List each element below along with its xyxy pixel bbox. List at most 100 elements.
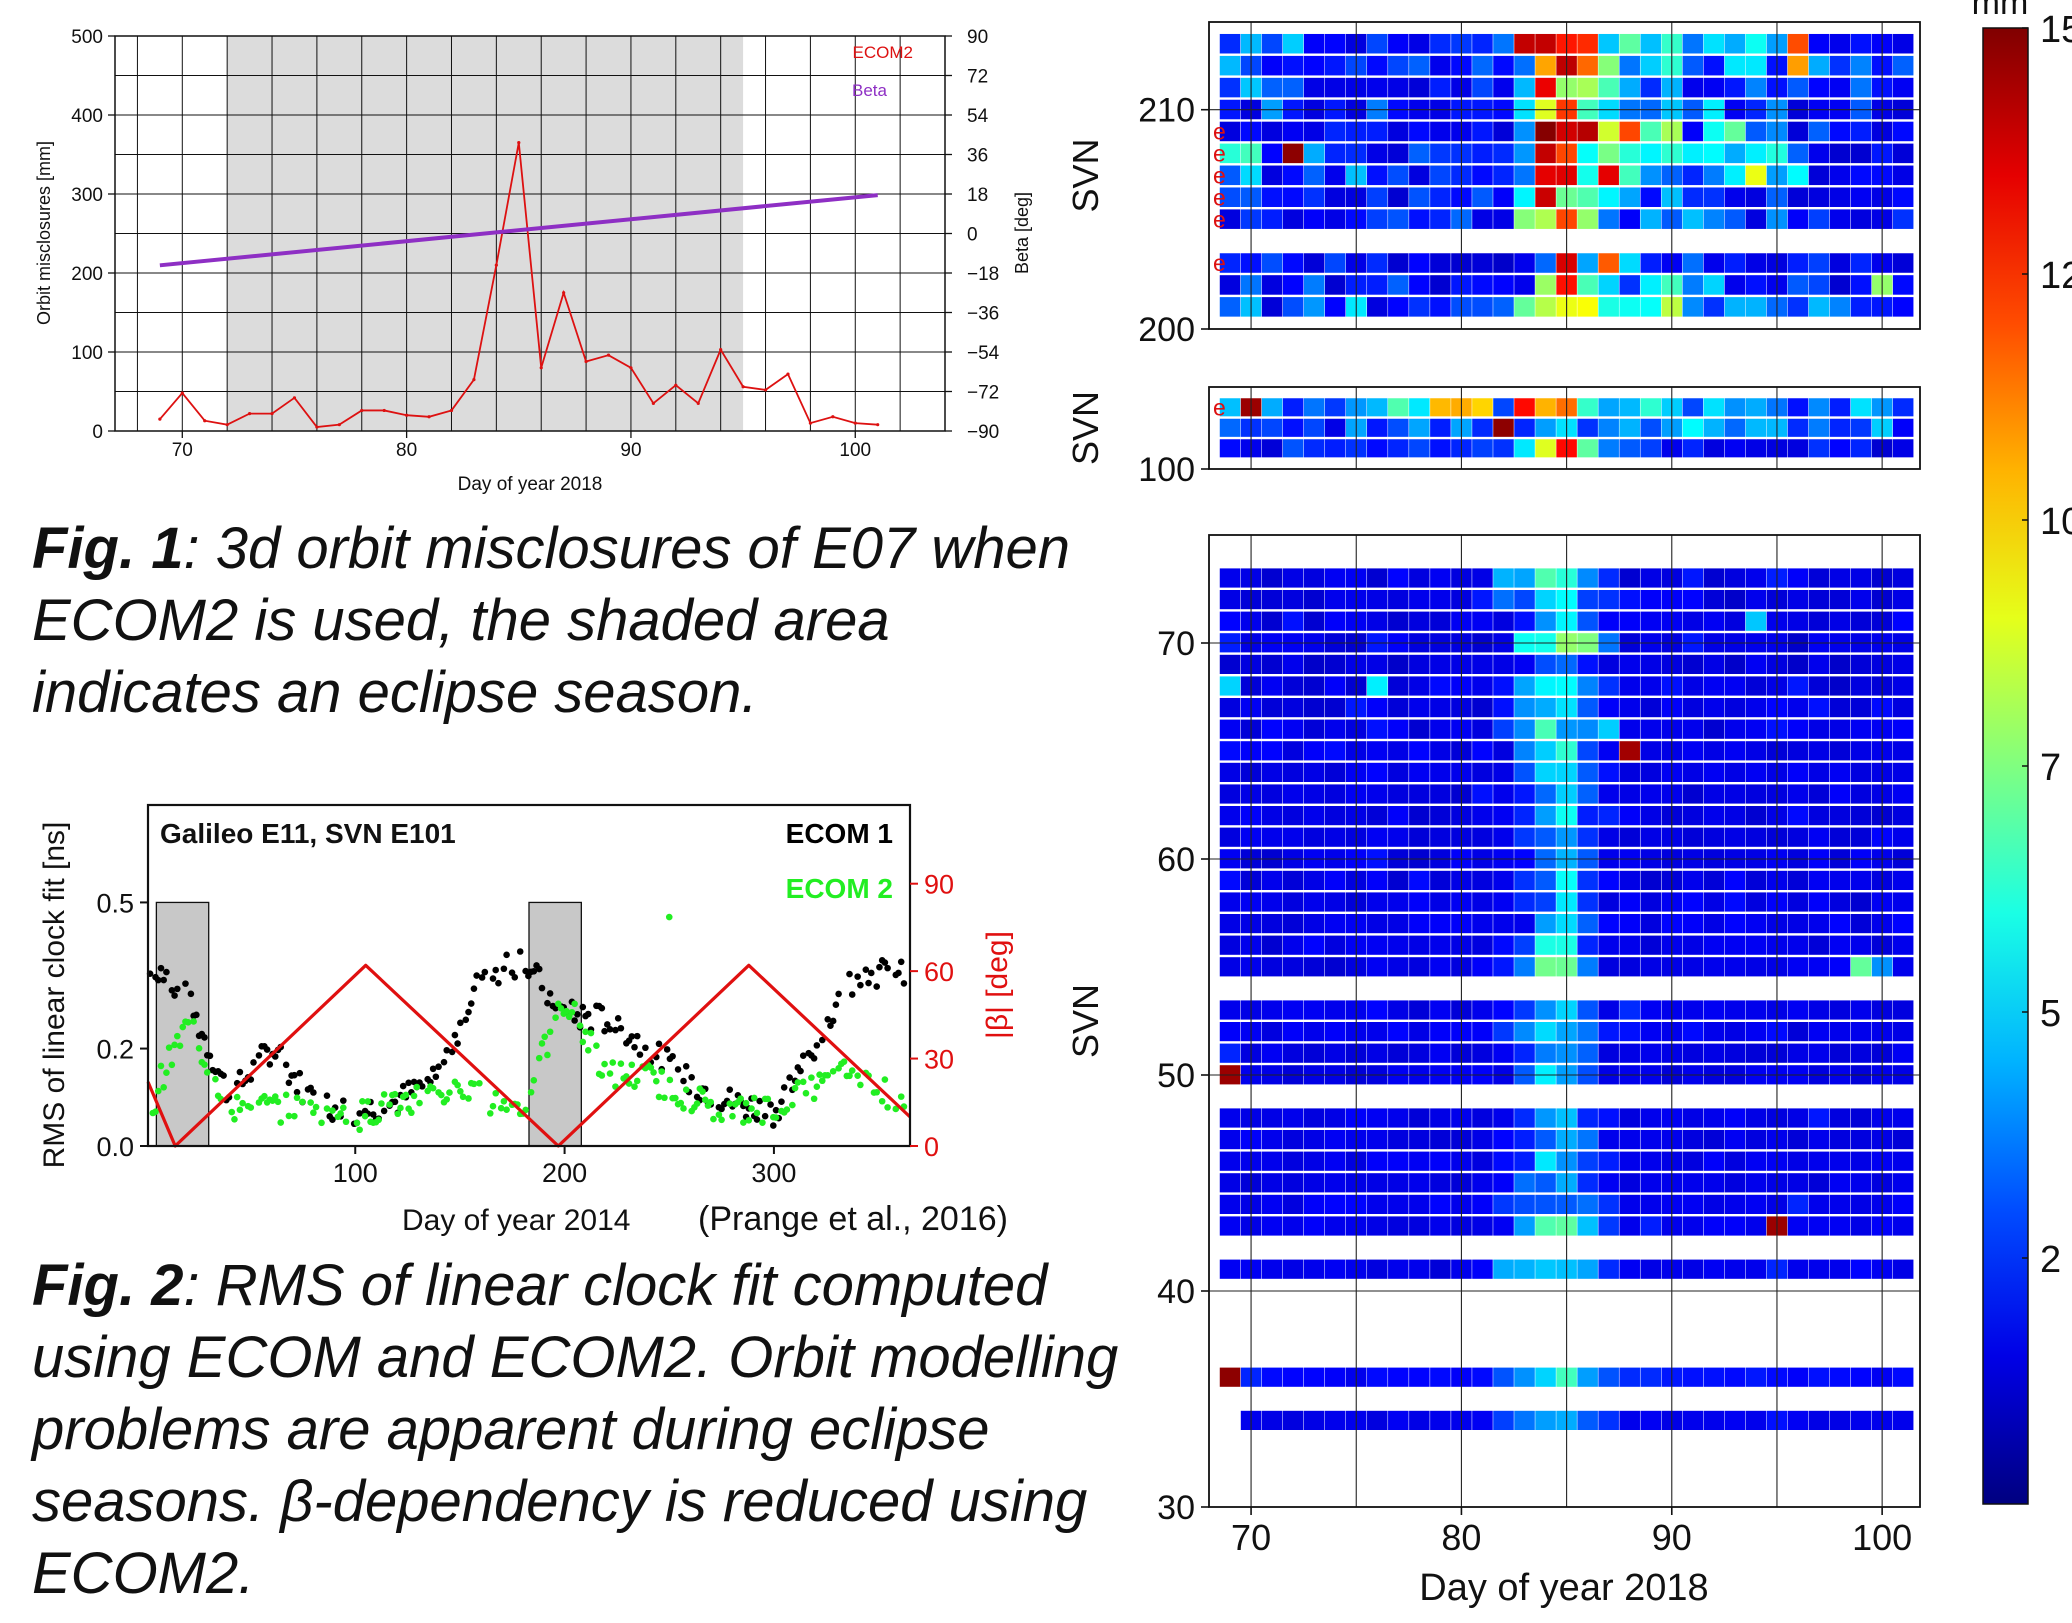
ecom2-point xyxy=(571,1000,578,1008)
heatmap-cell xyxy=(1892,121,1914,142)
heatmap-cell xyxy=(1535,914,1556,934)
heatmap-cell xyxy=(1892,611,1914,631)
heatmap-cell xyxy=(1535,762,1556,782)
heatmap-cell xyxy=(1598,1000,1619,1020)
heatmap-cell xyxy=(1787,827,1809,847)
y-axis-label: Orbit misclosures [mm] xyxy=(34,141,54,325)
heatmap-cell xyxy=(1472,418,1493,437)
heatmap-cell xyxy=(1892,1173,1914,1193)
heatmap-cell xyxy=(1472,209,1493,229)
heatmap-cell xyxy=(1892,784,1914,804)
heatmap-cell xyxy=(1829,143,1851,164)
heatmap-cell xyxy=(1430,568,1451,588)
heatmap-cell xyxy=(1219,762,1241,782)
ecom2-point xyxy=(190,1018,197,1025)
heatmap-cell xyxy=(1829,590,1851,610)
heatmap-cell xyxy=(1808,121,1830,142)
heatmap-cell xyxy=(1324,121,1346,142)
y-tick-label: 30 xyxy=(1157,1489,1195,1527)
heatmap-cell xyxy=(1787,1259,1809,1279)
heatmap-cell xyxy=(1577,590,1598,610)
heatmap-cell xyxy=(1703,297,1725,317)
ecom2-point xyxy=(829,1068,837,1075)
ecom1-point xyxy=(606,1026,614,1033)
heatmap-cell xyxy=(1787,892,1809,912)
heatmap-cell xyxy=(1535,1410,1556,1430)
ecom1-point xyxy=(432,1073,440,1081)
heatmap-cell xyxy=(1808,418,1830,437)
heatmap-cell xyxy=(1535,654,1556,674)
y2-tick-label: −90 xyxy=(967,422,999,443)
ecom2-point xyxy=(786,372,790,376)
heatmap-cell xyxy=(1303,439,1325,458)
heatmap-cell xyxy=(1787,121,1809,142)
heatmap-cell xyxy=(1892,33,1914,54)
heatmap-cell xyxy=(1472,611,1493,631)
heatmap-cell xyxy=(1535,1043,1556,1063)
heatmap-cell xyxy=(1535,209,1556,229)
ecom1-point xyxy=(473,972,480,979)
heatmap-frame xyxy=(1208,21,1921,330)
ecom2-point xyxy=(497,1104,505,1112)
heatmap-cell xyxy=(1850,892,1872,912)
heatmap-cell xyxy=(1430,55,1451,76)
y-tick-label: 100 xyxy=(1138,451,1195,489)
heatmap-cell xyxy=(1577,143,1598,164)
heatmap-cell xyxy=(1703,1216,1725,1236)
ecom1-point xyxy=(786,1074,793,1081)
ecom1-point xyxy=(516,948,524,955)
ecom1-point xyxy=(535,965,543,973)
heatmap-cell xyxy=(1430,611,1451,631)
heatmap-cell xyxy=(1619,784,1640,804)
y2-tick-label: 0 xyxy=(924,1132,939,1162)
heatmap-cell xyxy=(1535,1194,1556,1214)
heatmap-cell xyxy=(1787,1130,1809,1150)
heatmap-cell xyxy=(1367,1194,1388,1214)
ecom1-point xyxy=(443,1046,451,1054)
heatmap-cell xyxy=(1430,935,1451,955)
ecom2-point xyxy=(897,1093,905,1100)
ecom1-point xyxy=(824,1015,832,1023)
heatmap-cell xyxy=(1514,275,1535,295)
heatmap-cell xyxy=(1367,806,1388,826)
heatmap-cell xyxy=(1303,121,1325,142)
chart-title: Galileo E11, SVN E101 xyxy=(160,818,456,849)
ecom1-point xyxy=(900,980,908,987)
heatmap-cell xyxy=(1219,297,1241,317)
ecom2-point xyxy=(364,1098,372,1105)
heatmap-cell xyxy=(1303,77,1325,98)
heatmap-cell xyxy=(1535,1022,1556,1042)
ecom2-point xyxy=(802,1089,810,1097)
ecom2-point xyxy=(699,1088,706,1095)
heatmap-cell xyxy=(1829,935,1851,955)
heatmap-cell xyxy=(1850,568,1872,588)
heatmap-cell xyxy=(1261,187,1283,207)
heatmap-cell xyxy=(1219,611,1241,631)
ecom2-point xyxy=(337,423,341,427)
heatmap-cell xyxy=(1724,1410,1746,1430)
heatmap-cell xyxy=(1808,590,1830,610)
heatmap-cell xyxy=(1745,209,1767,229)
heatmap-cell xyxy=(1409,654,1430,674)
heatmap-cell xyxy=(1303,1000,1325,1020)
heatmap-cell xyxy=(1282,1108,1304,1128)
heatmap-cell xyxy=(1703,676,1725,696)
heatmap-cell xyxy=(1577,611,1598,631)
ecom2-point xyxy=(878,1097,886,1105)
ecom2-point xyxy=(157,1062,165,1070)
ecom1-point xyxy=(884,964,891,972)
heatmap-cell xyxy=(1808,1151,1830,1171)
heatmap-cell xyxy=(1367,297,1388,317)
heatmap-cell xyxy=(1261,1216,1283,1236)
heatmap-cell xyxy=(1892,1043,1914,1063)
heatmap-cell xyxy=(1787,143,1809,164)
heatmap-cell xyxy=(1724,1108,1746,1128)
heatmap-cell xyxy=(1219,209,1241,229)
heatmap-cell xyxy=(1303,611,1325,631)
ecom2-point xyxy=(846,1072,853,1080)
ecom1-point xyxy=(369,1111,377,1118)
heatmap-cell xyxy=(1303,398,1325,417)
heatmap-cell xyxy=(1303,55,1325,76)
heatmap-cell xyxy=(1745,568,1767,588)
heatmap-cell xyxy=(1388,568,1409,588)
